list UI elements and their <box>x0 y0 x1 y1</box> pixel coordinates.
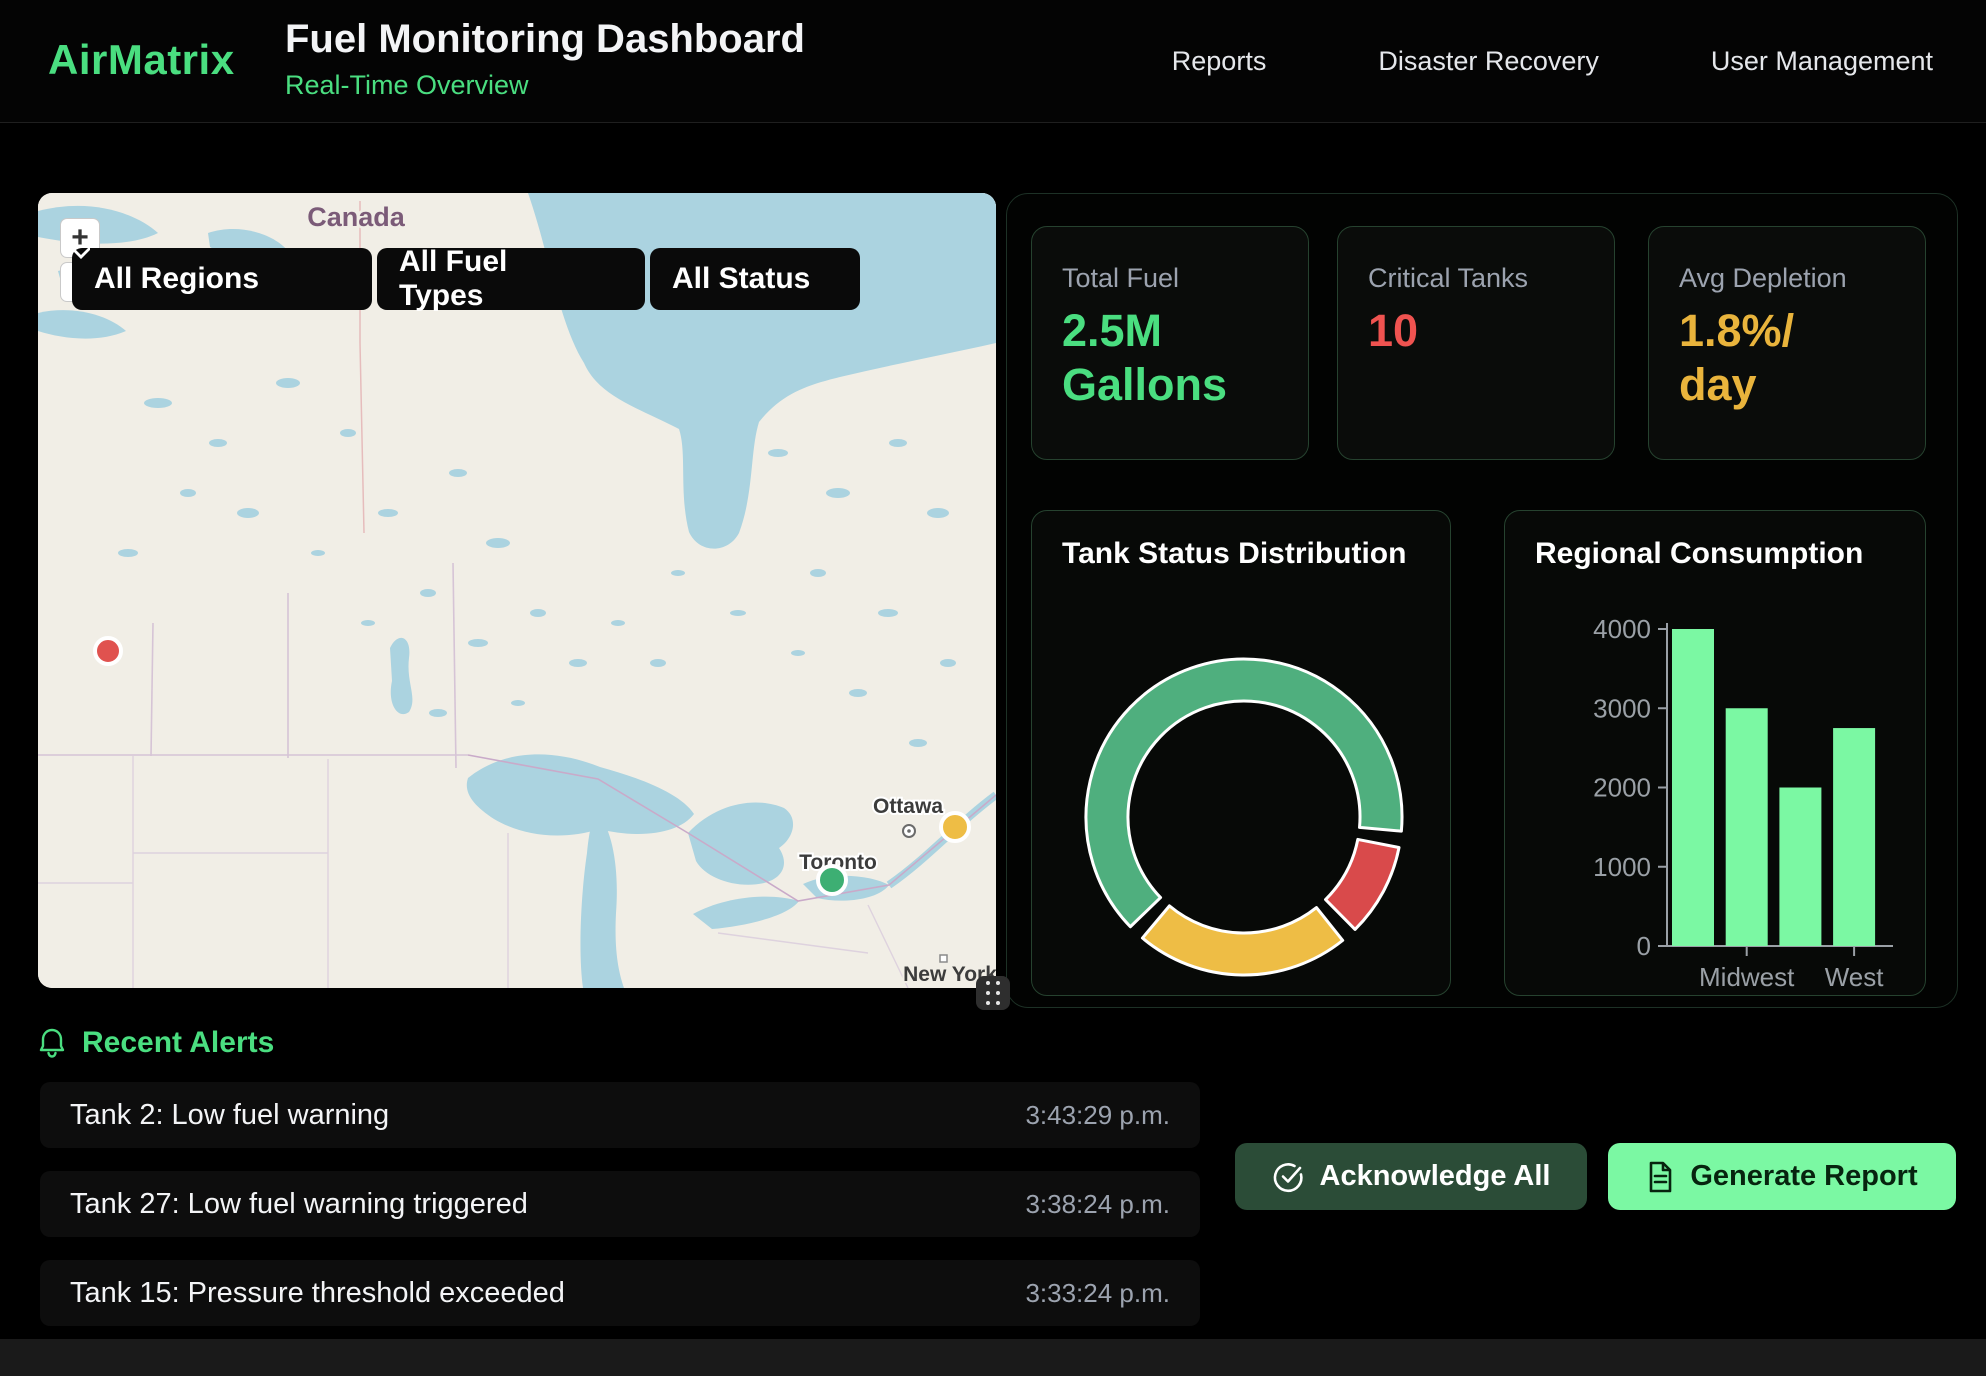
page-title: Fuel Monitoring Dashboard <box>285 17 805 61</box>
acknowledge-all-button[interactable]: Acknowledge All <box>1235 1143 1587 1210</box>
donut-segment-green <box>1084 657 1404 929</box>
alert-time: 3:33:24 p.m. <box>1025 1277 1170 1308</box>
regional-consumption-bar-chart: 0 1000 2000 3000 4000 Midwest West <box>1593 614 1893 992</box>
y-tick-label: 4000 <box>1593 614 1651 644</box>
fuel-type-filter-dropdown[interactable]: All Fuel Types <box>72 245 645 312</box>
stat-card-avg-depletion: Avg Depletion 1.8%/day <box>1648 226 1926 460</box>
check-circle-icon <box>1273 1162 1303 1192</box>
map-filter-bar: All Regions All Fuel Types All Status <box>72 245 860 312</box>
bar-region-0 <box>1672 629 1714 946</box>
document-icon <box>1650 1161 1672 1192</box>
x-tick-label: West <box>1825 962 1885 992</box>
tank-status-donut-chart <box>1084 657 1404 977</box>
donut-segment-red <box>1324 837 1401 931</box>
water-lake-huron <box>688 802 794 885</box>
bell-icon <box>39 1028 65 1058</box>
y-tick-label: 2000 <box>1593 773 1651 803</box>
nav-user-management[interactable]: User Management <box>1710 46 1933 76</box>
nav-reports[interactable]: Reports <box>1171 46 1267 76</box>
header: AirMatrix Fuel Monitoring Dashboard Real… <box>0 0 1986 123</box>
alert-message: Tank 2: Low fuel warning <box>70 1098 390 1131</box>
alert-time: 3:38:24 p.m. <box>1025 1188 1170 1219</box>
recent-alerts-title: Recent Alerts <box>82 1026 275 1059</box>
map-label-toronto: Toronto <box>799 851 877 874</box>
map-label-ottawa: Ottawa <box>873 795 943 818</box>
metrics-panel: Total Fuel 2.5M Gallons Critical Tanks 10… <box>1006 193 1958 1008</box>
page-title-block: Fuel Monitoring Dashboard Real-Time Over… <box>285 17 805 101</box>
alert-row[interactable]: Tank 27: Low fuel warning triggered 3:38… <box>40 1171 1200 1237</box>
alert-row[interactable]: Tank 2: Low fuel warning 3:43:29 p.m. <box>40 1082 1200 1148</box>
nav-disaster-recovery[interactable]: Disaster Recovery <box>1378 46 1599 76</box>
region-filter-dropdown[interactable]: All Regions <box>72 248 372 310</box>
alert-time: 3:43:29 p.m. <box>1025 1099 1170 1130</box>
donut-segment-yellow <box>1140 904 1345 977</box>
water-lake-erie <box>693 896 799 929</box>
map-canvas: Canada Ottawa Toronto New York <box>38 193 996 988</box>
status-filter-dropdown[interactable]: All Status <box>72 248 860 310</box>
alert-message: Tank 27: Low fuel warning triggered <box>70 1187 528 1220</box>
bar-region-2 <box>1779 787 1822 946</box>
stat-card-total-fuel: Total Fuel 2.5M Gallons <box>1031 226 1309 460</box>
stat-label: Total Fuel <box>1062 263 1180 293</box>
y-tick-label: 0 <box>1637 931 1651 961</box>
water-lake-superior <box>466 754 694 836</box>
recent-alerts-header: Recent Alerts <box>38 1026 274 1060</box>
stat-label: Avg Depletion <box>1679 263 1847 293</box>
chart-title: Tank Status Distribution <box>1062 537 1407 570</box>
stat-value: 1.8%/day <box>1679 305 1795 410</box>
map-panel[interactable]: Canada Ottawa Toronto New York + − All R… <box>38 193 996 988</box>
water-lake-michigan <box>580 813 624 988</box>
app-logo: AirMatrix <box>48 36 235 83</box>
water-hudson-bay <box>528 193 996 549</box>
tank-marker-critical[interactable] <box>93 636 123 666</box>
alert-row[interactable]: Tank 15: Pressure threshold exceeded 3:3… <box>40 1260 1200 1326</box>
y-tick-label: 1000 <box>1593 852 1651 882</box>
acknowledge-all-label: Acknowledge All <box>1319 1160 1551 1192</box>
fuel-type-filter-value: All Fuel Types <box>399 245 508 312</box>
water-lake-winnipeg <box>390 637 413 715</box>
regional-consumption-chart-card: Regional Consumption 0 1000 2000 3000 4000 Mi… <box>1504 510 1926 996</box>
stat-value: 2.5M Gallons <box>1062 305 1228 410</box>
tank-marker-normal[interactable] <box>816 864 848 896</box>
stat-label: Critical Tanks <box>1368 263 1529 293</box>
bar-region-3 <box>1833 728 1876 946</box>
stat-value: 10 <box>1368 305 1419 356</box>
generate-report-label: Generate Report <box>1690 1160 1918 1192</box>
stat-card-critical-tanks: Critical Tanks 10 <box>1337 226 1615 460</box>
region-filter-value: All Regions <box>94 262 260 295</box>
generate-report-button[interactable]: Generate Report <box>1608 1143 1956 1210</box>
y-tick-label: 3000 <box>1593 693 1651 723</box>
bottom-bar <box>0 1339 1986 1376</box>
tank-marker-warning[interactable] <box>939 811 971 843</box>
map-drag-handle[interactable] <box>976 976 1010 1010</box>
map-label-canada: Canada <box>307 202 406 232</box>
tank-status-chart-card: Tank Status Distribution <box>1031 510 1451 996</box>
chart-title: Regional Consumption <box>1535 537 1864 570</box>
bar-region-1 <box>1725 708 1768 946</box>
alert-message: Tank 15: Pressure threshold exceeded <box>70 1276 565 1309</box>
x-tick-label: Midwest <box>1699 962 1795 992</box>
page-subtitle: Real-Time Overview <box>285 70 529 100</box>
status-filter-value: All Status <box>672 262 811 295</box>
main-nav: Reports Disaster Recovery User Managemen… <box>1172 0 1933 123</box>
